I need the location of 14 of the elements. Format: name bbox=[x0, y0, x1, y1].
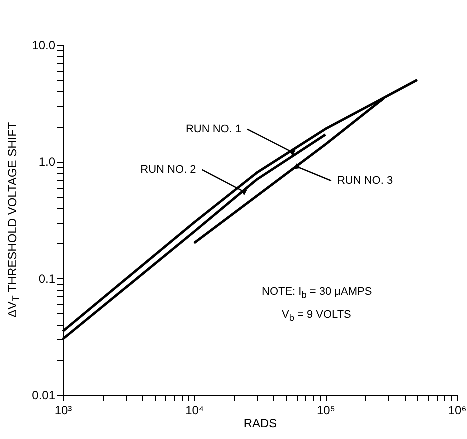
y-tick-label: 0.1 bbox=[38, 272, 56, 286]
annotation: RUN NO. 1 bbox=[186, 123, 242, 136]
y-tick-label: 0.01 bbox=[32, 388, 56, 402]
x-tick-label: 10⁴ bbox=[186, 404, 204, 418]
x-tick-label: 10⁶ bbox=[448, 404, 467, 418]
y-tick-label: 10.0 bbox=[32, 38, 56, 52]
annotation: NOTE: I$_{b}$ = 30 μAMPS bbox=[262, 285, 372, 302]
annotation: RUN NO. 3 bbox=[337, 175, 394, 188]
x-axis-title: RADS bbox=[244, 416, 278, 430]
annotation: RUN NO. 2 bbox=[140, 164, 196, 176]
y-tick-label: 1.0 bbox=[38, 155, 56, 170]
x-tick-label: 10³ bbox=[54, 404, 72, 418]
x-tick-label: 10⁵ bbox=[317, 404, 336, 418]
annotation: V$_{b}$ = 9 VOLTS bbox=[281, 308, 352, 326]
